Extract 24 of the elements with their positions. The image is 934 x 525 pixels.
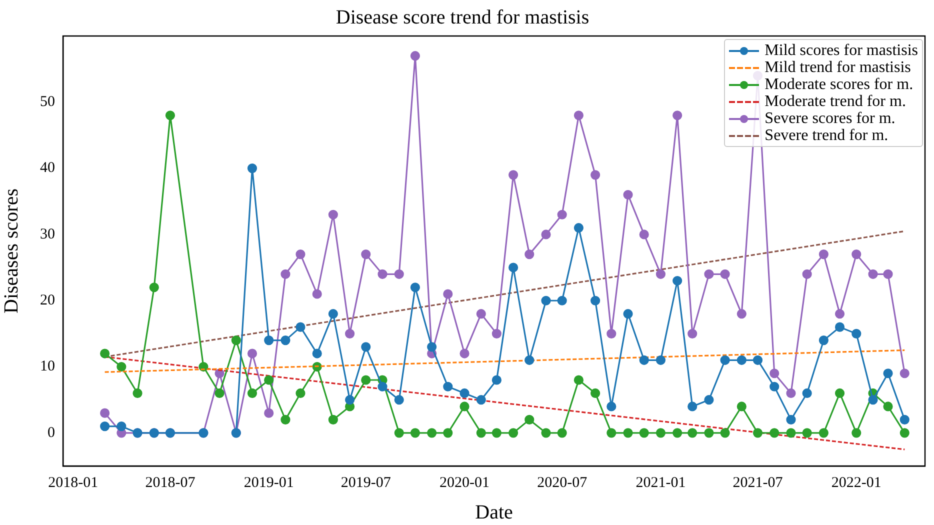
x-tick-label: 2022-01 [831,474,882,491]
x-axis-title: Date [475,501,513,524]
legend-label: Severe scores for m. [764,110,896,127]
y-tick-label: 50 [40,94,55,110]
x-tick-label: 2018-07 [145,474,196,491]
x-tick-label: 2020-01 [440,474,490,491]
legend-label: Moderate trend for m. [764,93,906,110]
legend-label: Severe trend for m. [764,127,888,144]
x-tick-label: 2019-01 [244,474,294,491]
legend-label: Moderate scores for m. [764,76,914,93]
legend-label: Mild trend for mastisis [764,59,911,76]
y-tick-label: 0 [48,424,55,441]
y-tick-label: 20 [40,292,55,309]
chart-title: Disease score trend for mastisis [336,6,590,28]
x-tick-label: 2019-07 [340,474,392,491]
x-tick-label: 2021-01 [636,474,686,491]
y-axis-title: Diseases scores [0,188,22,314]
y-tick-label: 30 [40,226,55,242]
x-tick-label: 2021-07 [732,474,784,491]
legend-label: Mild scores for mastisis [764,42,918,59]
y-tick-label: 10 [40,358,55,375]
x-tick-label: 2020-07 [537,474,588,491]
y-tick-label: 40 [40,160,55,176]
x-tick-label: 2018-01 [48,474,98,491]
